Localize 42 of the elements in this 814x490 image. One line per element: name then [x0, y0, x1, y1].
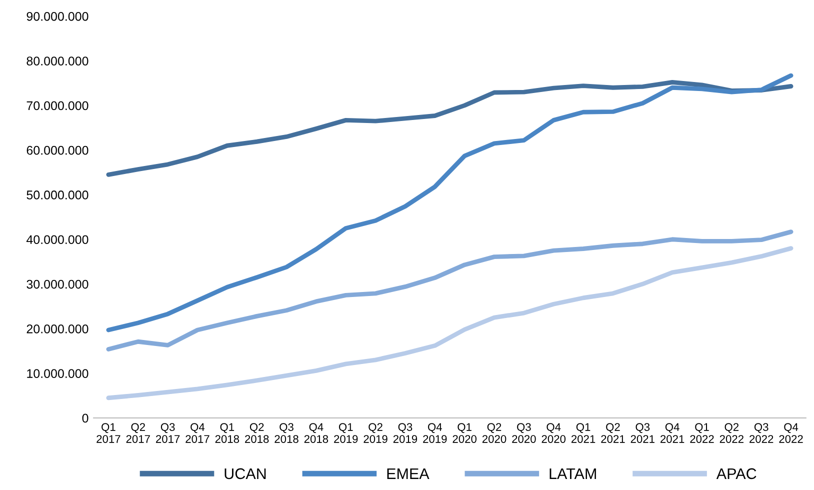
x-tick-label: Q1 2017 — [96, 423, 120, 443]
x-tick-label: Q2 2019 — [364, 423, 388, 443]
line-series — [106, 246, 794, 400]
x-tick-label: Q1 2022 — [690, 423, 714, 443]
y-tick-label: 80.000.000 — [26, 56, 88, 66]
legend-label: UCAN — [224, 468, 266, 480]
y-tick-label: 60.000.000 — [26, 146, 88, 155]
x-tick-label: Q3 2017 — [156, 423, 180, 443]
x-tick-label: Q4 2020 — [542, 423, 566, 443]
line-series — [106, 73, 794, 332]
x-tick-label: Q4 2019 — [423, 423, 447, 443]
x-tick-label: Q4 2018 — [304, 423, 328, 443]
x-tick-label: Q2 2022 — [720, 423, 744, 443]
x-tick-label: Q2 2018 — [245, 423, 269, 443]
y-tick-label: 50.000.000 — [26, 190, 88, 200]
x-tick-label: Q4 2021 — [660, 423, 684, 443]
x-tick-label: Q1 2019 — [334, 423, 358, 443]
x-tick-label: Q2 2020 — [482, 423, 506, 443]
legend-label: EMEA — [387, 468, 430, 479]
y-tick-label: 20.000.000 — [26, 324, 88, 334]
x-tick-label: Q4 2017 — [186, 423, 210, 443]
x-tick-label: Q1 2021 — [571, 423, 596, 443]
x-tick-label: Q3 2021 — [630, 423, 654, 443]
x-tick-label: Q3 2022 — [750, 423, 774, 443]
x-tick-label: Q2 2021 — [601, 423, 625, 443]
y-tick-label: 70.000.000 — [26, 101, 88, 110]
y-tick-label: 30.000.000 — [26, 280, 88, 289]
x-tick-label: Q2 2017 — [126, 423, 150, 443]
y-tick-label: 90.000.000 — [26, 12, 88, 21]
x-tick-label: Q1 2018 — [215, 423, 240, 443]
x-tick-label: Q4 2022 — [779, 423, 803, 443]
x-tick-label: Q3 2018 — [274, 423, 298, 443]
legend-label: LATAM — [550, 468, 596, 479]
x-tick-label: Q3 2019 — [393, 423, 418, 443]
x-tick-label: Q3 2020 — [512, 423, 536, 443]
x-tick-label: Q1 2020 — [452, 423, 476, 443]
line-series — [106, 80, 794, 177]
line-series — [106, 230, 794, 352]
y-tick-label: 0 — [82, 414, 88, 423]
y-tick-label: 40.000.000 — [26, 235, 88, 244]
y-tick-label: 10.000.000 — [27, 369, 88, 378]
legend-label: APAC — [716, 468, 756, 480]
